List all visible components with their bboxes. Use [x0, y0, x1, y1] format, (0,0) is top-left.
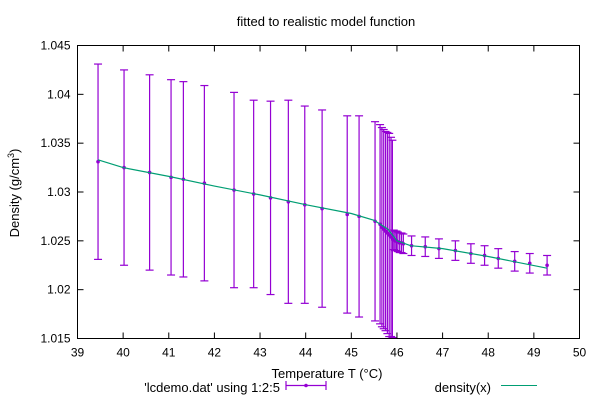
x-tick-label: 44 [299, 346, 313, 360]
y-tick-label: 1.03 [47, 185, 71, 199]
x-tick-label: 45 [345, 346, 359, 360]
x-tick-label: 50 [573, 346, 587, 360]
y-tick-label: 1.04 [47, 87, 71, 101]
series-lcdemo [94, 63, 552, 339]
y-tick-label: 1.025 [40, 234, 70, 248]
legend-sample-data [285, 381, 327, 390]
x-tick-label: 40 [116, 346, 130, 360]
x-tick-label: 42 [208, 346, 222, 360]
x-tick-label: 41 [162, 346, 176, 360]
data-point [345, 212, 350, 217]
x-tick-label: 47 [436, 346, 450, 360]
x-tick-label: 49 [527, 346, 541, 360]
series-density [97, 159, 548, 269]
legend-label-fit: density(x) [435, 380, 491, 395]
plot-frame [77, 45, 580, 339]
legend-label-data: 'lcdemo.dat' using 1:2:5 [144, 380, 280, 395]
x-axis: 39 40 41 42 43 44 45 46 47 48 49 50 [71, 45, 587, 360]
x-axis-label: Temperature T (°C) [272, 366, 383, 381]
x-tick-label: 39 [71, 346, 85, 360]
y-tick-label: 1.045 [40, 39, 70, 53]
y-tick-label: 1.015 [40, 332, 70, 346]
x-tick-label: 43 [253, 346, 267, 360]
data-point [96, 159, 100, 164]
y-axis-label: Density (g/cm3) [6, 149, 22, 238]
fit-line [97, 159, 548, 269]
legend-sample-point [304, 383, 308, 388]
legend: 'lcdemo.dat' using 1:2:5 density(x) [144, 380, 537, 395]
data-point [545, 263, 549, 268]
y-tick-label: 1.035 [40, 136, 70, 150]
x-tick-label: 48 [482, 346, 496, 360]
chart-title: fitted to realistic model function [237, 14, 415, 29]
y-axis: 1.015 1.02 1.025 1.03 1.035 1.04 1.045 [40, 39, 580, 346]
y-tick-label: 1.02 [47, 283, 71, 297]
x-tick-label: 46 [390, 346, 404, 360]
